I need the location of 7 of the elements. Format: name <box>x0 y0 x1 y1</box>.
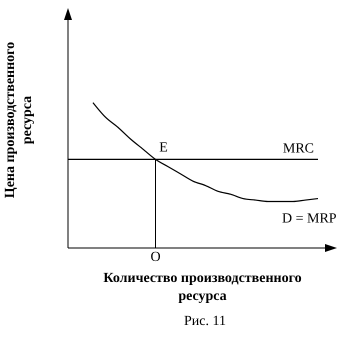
text: Рис. 11 <box>183 314 227 330</box>
text: O <box>149 250 162 266</box>
annotation: E <box>159 140 168 156</box>
series-label: D = MRP <box>282 212 337 227</box>
y-axis-title: Цена производственного ресурса <box>2 40 36 200</box>
x-axis-title: Количество производственного ресурса <box>102 270 303 306</box>
series-label: MRC <box>282 141 314 156</box>
